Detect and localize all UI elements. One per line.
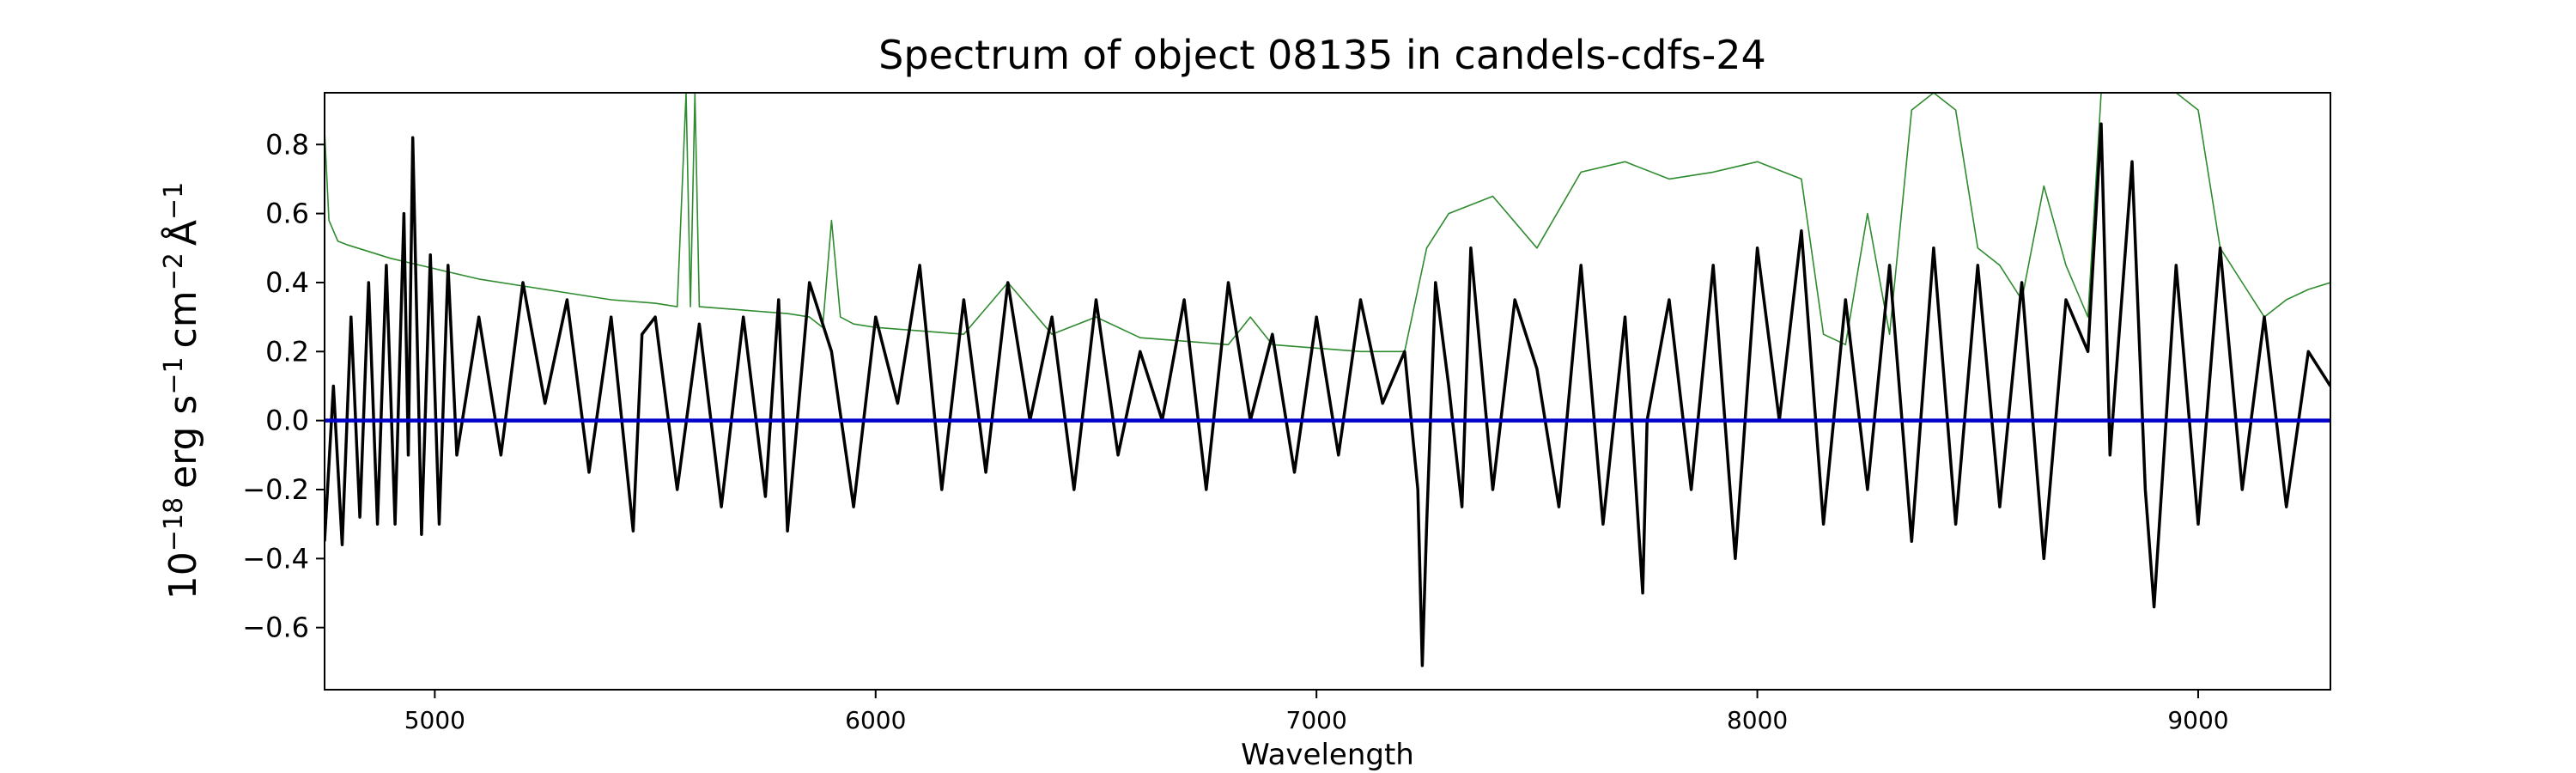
ylabel-angstrom: Å [160, 220, 205, 246]
x-axis-label: Wavelength [1241, 738, 1414, 772]
x-tick-label: 5000 [404, 706, 465, 734]
x-tick-label: 9000 [2167, 706, 2228, 734]
y-axis: −0.6 −0.4 −0.2 0.0 0.2 0.4 0.6 0.8 [242, 128, 325, 644]
ylabel-cm: cm [161, 290, 205, 348]
y-tick-label: 0.0 [265, 405, 309, 437]
ylabel-base-exp: −18 [159, 497, 189, 551]
x-tick-label: 7000 [1286, 706, 1347, 734]
y-tick-label: 0.4 [265, 266, 309, 299]
y-tick-label: −0.4 [242, 542, 309, 575]
y-tick-label: −0.6 [242, 612, 309, 644]
chart-title: Spectrum of object 08135 in candels-cdfs… [878, 32, 1766, 78]
flux-series-line [325, 122, 2330, 667]
ylabel-ang-exp: −1 [159, 182, 189, 220]
ylabel-erg-exp: −1 [159, 356, 189, 394]
plot-frame [324, 92, 2331, 691]
x-tick-label: 8000 [1727, 706, 1788, 734]
ylabel-cm-exp: −2 [159, 253, 189, 290]
y-tick-label: 0.6 [265, 198, 309, 230]
x-tick-label: 6000 [845, 706, 906, 734]
y-tick-label: 0.2 [265, 335, 309, 368]
plot-area [325, 93, 2330, 667]
ylabel-base: 10 [161, 551, 205, 600]
error-series-line [325, 93, 2330, 353]
y-axis-label: 10−18erg s−1cm−2Å−1 [159, 182, 205, 600]
y-tick-label: −0.2 [242, 473, 309, 506]
y-tick-label: 0.8 [265, 128, 309, 161]
x-axis: 5000 6000 7000 8000 9000 [404, 690, 2229, 734]
ylabel-erg: erg s [161, 395, 205, 489]
